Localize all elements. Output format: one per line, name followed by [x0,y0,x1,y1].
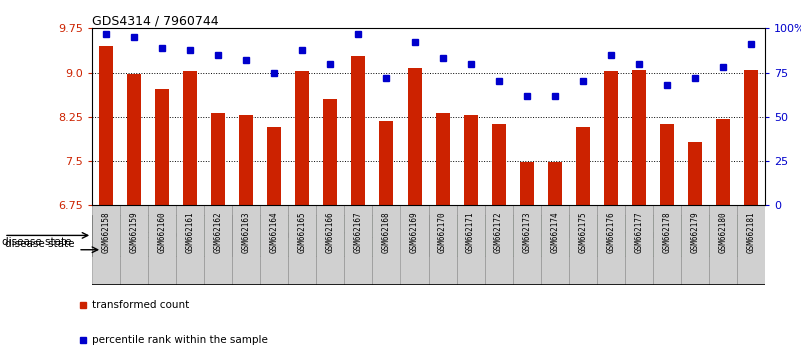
Bar [597,205,625,285]
Text: GSM662165: GSM662165 [298,212,307,253]
Text: GSM662180: GSM662180 [718,212,727,253]
Bar [408,68,421,205]
Bar [492,125,505,205]
Text: control: control [144,230,180,240]
Text: GSM662160: GSM662160 [158,212,167,253]
Bar [239,115,253,205]
Text: GSM662163: GSM662163 [242,212,251,253]
Bar [211,113,225,205]
Text: GSM662177: GSM662177 [634,212,643,253]
Text: GSM662168: GSM662168 [382,212,391,253]
Text: GSM662171: GSM662171 [466,212,475,253]
Text: GSM662162: GSM662162 [214,212,223,253]
Bar [176,205,204,285]
Text: GSM662174: GSM662174 [550,212,559,253]
Bar [457,205,485,285]
Bar [99,46,113,205]
Bar [436,113,449,205]
Bar [625,205,653,285]
Bar [260,205,288,285]
Text: GSM662181: GSM662181 [747,212,755,253]
Bar [268,127,281,205]
Bar [380,121,393,205]
Text: GSM662169: GSM662169 [410,212,419,253]
Text: disease state: disease state [2,238,72,247]
Bar [576,127,590,205]
Text: GSM662170: GSM662170 [438,212,447,253]
Text: disease state: disease state [6,239,74,249]
Bar [183,72,197,205]
Bar [352,56,365,205]
Bar [716,119,730,205]
Bar [148,205,176,285]
Bar [604,72,618,205]
Bar [688,142,702,205]
Text: GSM662158: GSM662158 [102,212,111,253]
Bar [232,215,429,256]
Bar [316,205,344,285]
Text: GSM662166: GSM662166 [326,212,335,253]
Text: GSM662159: GSM662159 [130,212,139,253]
Bar [127,74,141,205]
Text: GSM662176: GSM662176 [606,212,615,253]
Text: GSM662179: GSM662179 [690,212,699,253]
Bar [400,205,429,285]
Bar [653,205,681,285]
Bar [204,205,232,285]
Bar [155,89,169,205]
Bar [744,70,758,205]
Bar [324,99,337,205]
Text: GSM662173: GSM662173 [522,212,531,253]
Text: diabetic, heart failure: diabetic, heart failure [274,230,387,240]
Text: transformed count: transformed count [92,299,189,310]
Text: GSM662167: GSM662167 [354,212,363,253]
Text: GSM662175: GSM662175 [578,212,587,253]
Bar [120,205,148,285]
Bar [429,215,765,256]
Bar [513,205,541,285]
Text: GSM662178: GSM662178 [662,212,671,253]
Bar [737,205,765,285]
Bar [372,205,400,285]
Bar [520,162,533,205]
Bar [632,70,646,205]
Bar [681,205,709,285]
Bar [660,125,674,205]
Bar [429,205,457,285]
Text: GSM662164: GSM662164 [270,212,279,253]
Bar [485,205,513,285]
Bar [296,71,309,205]
Bar [548,162,562,205]
Text: percentile rank within the sample: percentile rank within the sample [92,335,268,345]
Bar [232,205,260,285]
Bar [92,205,120,285]
Bar [569,205,597,285]
Bar [541,205,569,285]
Bar [344,205,372,285]
Text: GSM662161: GSM662161 [186,212,195,253]
Bar [288,205,316,285]
Text: GDS4314 / 7960744: GDS4314 / 7960744 [92,14,219,27]
Bar [709,205,737,285]
Text: non-diabetic, heart failure: non-diabetic, heart failure [529,230,665,240]
Bar [464,115,477,205]
Bar [92,215,232,256]
Text: GSM662172: GSM662172 [494,212,503,253]
